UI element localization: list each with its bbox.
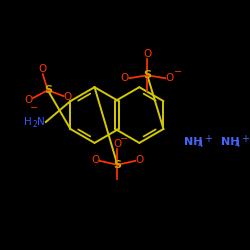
Text: S: S [114,160,122,170]
Text: O: O [25,95,33,105]
Text: NH: NH [184,137,203,147]
Text: +: + [241,134,249,144]
Text: −: − [174,67,182,77]
Text: 4: 4 [198,140,203,149]
Text: O: O [143,49,152,59]
Text: S: S [143,70,151,80]
Text: O: O [165,73,173,83]
Text: 2: 2 [32,120,37,130]
Text: −: − [30,103,38,113]
Text: −: − [120,134,128,144]
Text: S: S [44,85,52,95]
Text: 4: 4 [235,140,240,149]
Text: O: O [120,73,128,83]
Text: +: + [204,134,212,144]
Text: NH: NH [221,137,240,147]
Text: H: H [24,117,32,127]
Text: O: O [64,92,72,102]
Text: O: O [113,139,122,149]
Text: O: O [39,64,47,74]
Text: N: N [37,117,45,127]
Text: O: O [92,155,100,165]
Text: O: O [135,155,143,165]
